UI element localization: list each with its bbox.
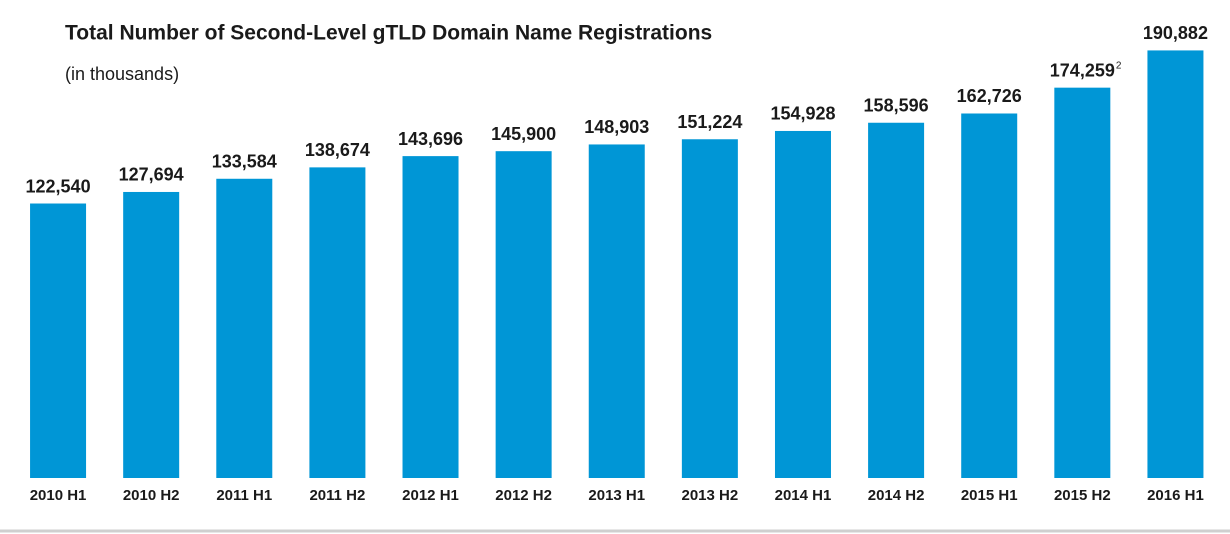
value-label: 151,224 bbox=[677, 112, 742, 132]
value-label: 158,596 bbox=[864, 95, 929, 115]
value-label: 127,694 bbox=[119, 165, 184, 185]
value-label: 143,696 bbox=[398, 129, 463, 149]
x-tick-label: 2013 H1 bbox=[588, 487, 645, 504]
bar bbox=[681, 139, 738, 478]
bar bbox=[495, 151, 552, 478]
bar bbox=[961, 113, 1018, 478]
x-tick-label: 2011 H1 bbox=[216, 487, 272, 504]
x-tick-label: 2015 H2 bbox=[1054, 487, 1111, 504]
bar bbox=[123, 191, 180, 478]
x-tick-label: 2015 H1 bbox=[961, 487, 1018, 504]
bar bbox=[588, 144, 645, 478]
value-label: 133,584 bbox=[212, 152, 277, 172]
value-label: 174,259 bbox=[1050, 60, 1115, 80]
x-tick-label: 2012 H1 bbox=[402, 487, 459, 504]
x-tick-label: 2011 H2 bbox=[309, 487, 365, 504]
x-tick-label: 2014 H2 bbox=[868, 487, 925, 504]
chart-subtitle: (in thousands) bbox=[65, 64, 179, 84]
bar bbox=[1054, 87, 1111, 478]
x-tick-label: 2012 H2 bbox=[495, 487, 552, 504]
bar bbox=[868, 122, 925, 478]
bar bbox=[30, 203, 87, 478]
value-label: 162,726 bbox=[957, 86, 1022, 106]
bar bbox=[1147, 50, 1204, 479]
bar bbox=[309, 167, 366, 478]
value-label: 148,903 bbox=[584, 117, 649, 137]
x-tick-label: 2010 H2 bbox=[123, 487, 180, 504]
value-label: 145,900 bbox=[491, 124, 556, 144]
x-tick-label: 2013 H2 bbox=[682, 487, 739, 504]
value-label: 154,928 bbox=[770, 104, 835, 124]
bar bbox=[774, 130, 831, 478]
x-tick-label: 2010 H1 bbox=[30, 487, 87, 504]
x-tick-label: 2016 H1 bbox=[1147, 487, 1204, 504]
value-label: 190,882 bbox=[1143, 23, 1208, 43]
value-label: 122,540 bbox=[26, 176, 91, 196]
bar bbox=[402, 156, 459, 478]
chart-title: Total Number of Second-Level gTLD Domain… bbox=[65, 22, 712, 45]
bar bbox=[216, 178, 273, 478]
footnote-marker: 2 bbox=[1116, 60, 1122, 71]
value-label: 138,674 bbox=[305, 140, 370, 160]
x-tick-label: 2014 H1 bbox=[775, 487, 832, 504]
